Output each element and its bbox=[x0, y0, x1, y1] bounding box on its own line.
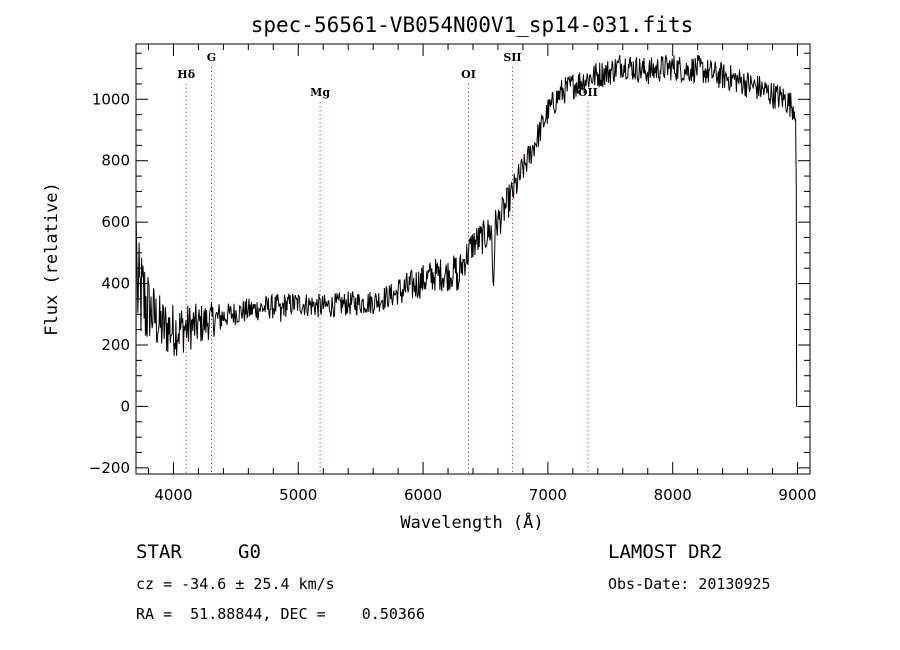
survey-name: LAMOST DR2 bbox=[608, 541, 723, 563]
plot-frame bbox=[135, 43, 811, 475]
y-tick-label: 400 bbox=[101, 275, 130, 293]
y-tick-label: 800 bbox=[101, 152, 130, 170]
spectral-line-label: SII bbox=[503, 51, 521, 64]
x-tick-label: 5000 bbox=[279, 486, 317, 504]
coordinates: RA = 51.88844, DEC = 0.50366 bbox=[136, 605, 425, 623]
y-tick-label: 1000 bbox=[92, 90, 130, 108]
axis-ticks: 4000 5000 6000 7000 8000 9000 −200 0 200 400 600 80… bbox=[89, 44, 817, 504]
y-axis-label: Flux (relative) bbox=[42, 182, 62, 336]
spectral-line-label: Hδ bbox=[177, 68, 195, 81]
observation-date: Obs-Date: 20130925 bbox=[608, 575, 771, 593]
x-tick-label: 4000 bbox=[154, 486, 192, 504]
object-subclass: G0 bbox=[238, 541, 261, 563]
y-tick-label: 600 bbox=[101, 213, 130, 231]
x-tick-label: 9000 bbox=[778, 486, 816, 504]
object-class: STAR bbox=[136, 541, 182, 563]
spectrum-line bbox=[135, 54, 798, 407]
spectral-line-label: OI bbox=[461, 68, 476, 81]
x-tick-label: 7000 bbox=[529, 486, 567, 504]
chart-title: spec-56561-VB054N00V1_sp14-031.fits bbox=[251, 13, 694, 37]
spectral-line-label: G bbox=[207, 51, 216, 64]
spectral-line-markers: Hδ G Mg OI SII OII bbox=[177, 51, 598, 474]
spectral-line-label: Mg bbox=[310, 86, 330, 99]
y-tick-label: 0 bbox=[120, 397, 130, 415]
spectrum-chart: spec-56561-VB054N00V1_sp14-031.fits Hδ G M… bbox=[42, 13, 817, 533]
redshift-velocity: cz = -34.6 ± 25.4 km/s bbox=[136, 575, 335, 593]
y-tick-label: 200 bbox=[101, 336, 130, 354]
x-axis-label: Wavelength (Å) bbox=[400, 511, 543, 533]
x-tick-label: 8000 bbox=[654, 486, 692, 504]
spectral-line-label: OII bbox=[578, 86, 598, 99]
x-tick-label: 6000 bbox=[404, 486, 442, 504]
y-tick-label: −200 bbox=[89, 459, 130, 477]
